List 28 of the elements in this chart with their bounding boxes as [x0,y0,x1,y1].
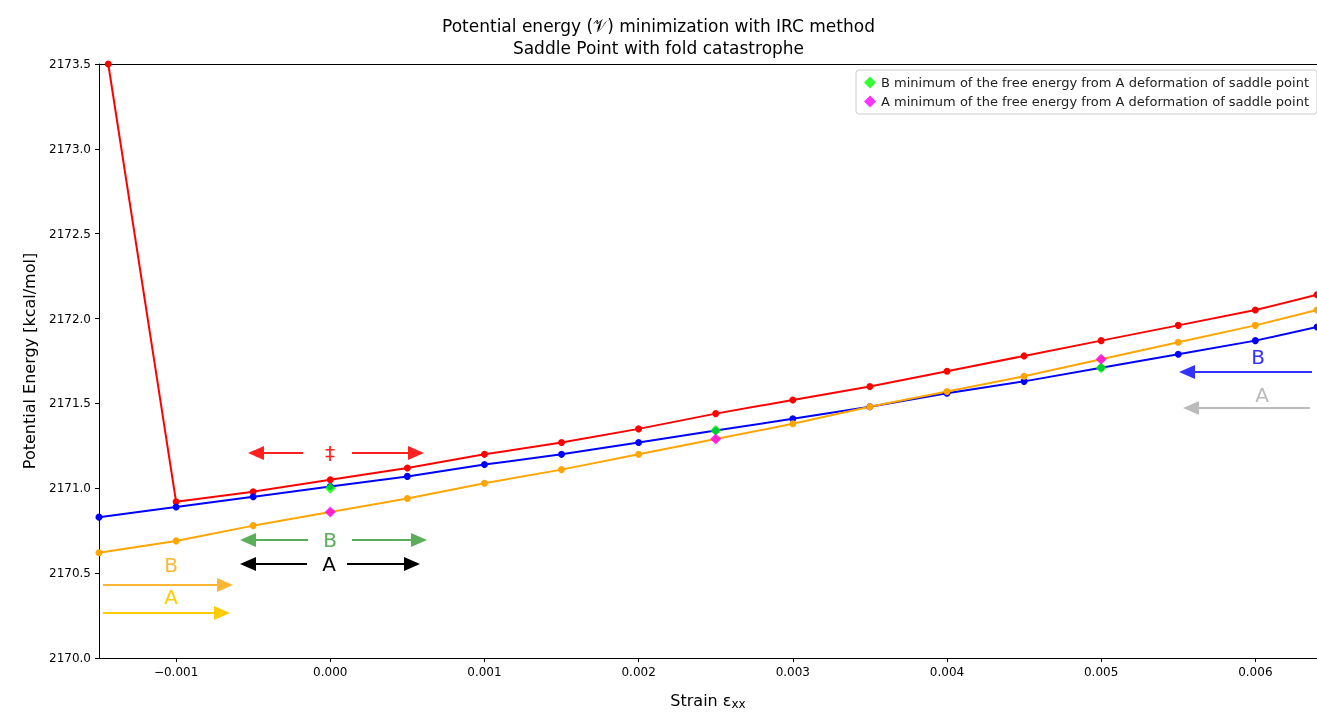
y-tick-label: 2173.5 [49,57,91,71]
x-tick-label: 0.002 [621,665,656,679]
annotation: B [1251,345,1265,369]
legend-label: B minimum of the free energy from A deformation of saddle point [881,75,1310,90]
y-tick-label: 2171.5 [49,396,91,411]
y-tick-label: 2170.5 [49,566,91,581]
y-axis-title: Potential Energy [kcal/mol] [19,252,39,470]
chart-title: Potential energy (𝒱) minimization with IRC method [442,16,875,36]
x-tick-label: 0.004 [929,665,965,679]
x-tick-label: 0.001 [467,665,502,679]
annotation: B [323,528,337,552]
y-tick-label: 2172.5 [49,226,91,241]
y-tick-label: 2173.0 [49,141,91,156]
annotation: A [164,585,179,609]
y-tick-label: 2170.0 [49,651,91,665]
chart-subtitle: Saddle Point with fold catastrophe [512,38,805,58]
legend-label: A minimum of the free energy from A deformation of saddle point [881,94,1309,109]
x-tick-label: −0.001 [153,665,199,679]
y-tick-label: 2172.0 [49,311,91,326]
annotation: A [1255,383,1270,407]
x-tick-label: 0.000 [313,665,348,679]
annotation: B [164,553,178,577]
annotation: A [322,552,337,576]
x-tick-label: 0.006 [1238,665,1273,679]
y-tick-label: 2171.0 [49,481,91,496]
annotation: ‡ [325,441,335,465]
x-tick-label: 0.005 [1083,665,1119,679]
x-tick-label: 0.003 [775,665,810,679]
